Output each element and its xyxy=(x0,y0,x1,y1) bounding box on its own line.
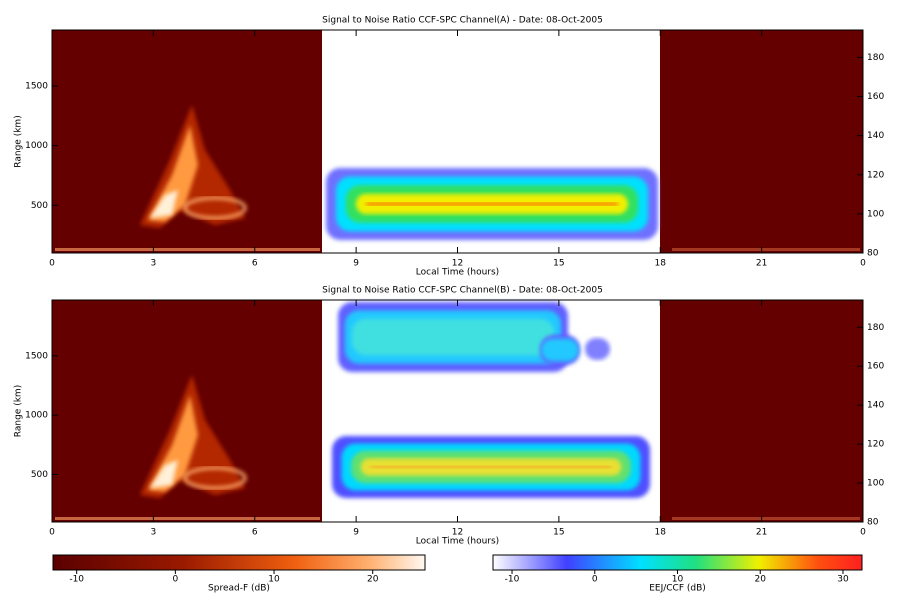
x-axis-label: Local Time (hours) xyxy=(416,268,499,278)
x-tick-label: 18 xyxy=(655,259,667,269)
eej-echo xyxy=(370,465,612,469)
y-tick-label: 1000 xyxy=(25,411,48,421)
colorbar-label: EEJ/CCF (dB) xyxy=(649,584,706,594)
colorbar-tick-label: 0 xyxy=(592,575,598,585)
x-tick-label: 0 xyxy=(860,259,866,269)
spread-f xyxy=(183,196,247,220)
colorbar-tick-label: 30 xyxy=(837,575,849,585)
x-tick-label: 3 xyxy=(151,528,157,538)
x-tick-label: 0 xyxy=(860,528,866,538)
x-tick-label: 9 xyxy=(353,528,359,538)
y2-tick-label: 100 xyxy=(867,209,884,219)
y2-tick-label: 180 xyxy=(867,323,884,333)
spread-f xyxy=(148,125,198,222)
panel-title: Signal to Noise Ratio CCF-SPC Channel(A)… xyxy=(322,16,603,26)
bottom-echo xyxy=(55,517,320,520)
x-tick-label: 0 xyxy=(49,259,55,269)
ccf-echo xyxy=(351,318,555,356)
y-axis-label: Range (km) xyxy=(14,385,24,437)
heatmap-night xyxy=(660,30,863,253)
bottom-echo xyxy=(672,517,860,520)
colorbar-tick-label: -10 xyxy=(69,575,84,585)
colorbar-label: Spread-F (dB) xyxy=(208,584,270,594)
y-tick-label: 1500 xyxy=(25,351,48,361)
x-axis-label: Local Time (hours) xyxy=(416,537,499,547)
ccf-echo xyxy=(585,338,610,360)
spread-f xyxy=(183,466,247,490)
x-tick-label: 6 xyxy=(252,528,258,538)
x-tick-label: 0 xyxy=(49,528,55,538)
y-tick-label: 500 xyxy=(31,470,48,480)
x-tick-label: 15 xyxy=(553,528,564,538)
x-tick-label: 12 xyxy=(452,259,463,269)
y2-tick-label: 120 xyxy=(867,440,884,450)
y-tick-label: 500 xyxy=(31,201,48,211)
y-axis-label: Range (km) xyxy=(14,115,24,167)
heatmap-night xyxy=(660,300,863,522)
x-tick-label: 21 xyxy=(756,528,767,538)
spread-f xyxy=(150,190,178,218)
eej-echo xyxy=(365,202,619,206)
spread-f xyxy=(148,395,198,492)
bottom-echo xyxy=(672,248,860,251)
y2-tick-label: 140 xyxy=(867,401,884,411)
y2-tick-label: 120 xyxy=(867,170,884,180)
x-tick-label: 21 xyxy=(756,259,767,269)
y-tick-label: 1500 xyxy=(25,82,48,92)
bottom-echo xyxy=(55,248,320,251)
spread-f xyxy=(150,460,178,488)
y-tick-label: 1000 xyxy=(25,141,48,151)
y2-tick-label: 140 xyxy=(867,131,884,141)
ccf-echo xyxy=(541,338,579,362)
colorbar-tick-label: 0 xyxy=(172,575,178,585)
y2-tick-label: 180 xyxy=(867,53,884,63)
colorbar xyxy=(492,554,863,571)
x-tick-label: 6 xyxy=(252,259,258,269)
x-tick-label: 3 xyxy=(151,259,157,269)
colorbar-tick-label: 10 xyxy=(672,575,684,585)
x-tick-label: 15 xyxy=(553,259,564,269)
x-tick-label: 9 xyxy=(353,259,359,269)
colorbar xyxy=(52,554,426,571)
y2-tick-label: 160 xyxy=(867,92,884,102)
colorbar-tick-label: 20 xyxy=(367,575,379,585)
colorbar-tick-label: -10 xyxy=(505,575,520,585)
y2-tick-label: 100 xyxy=(867,479,884,489)
x-tick-label: 18 xyxy=(655,528,667,538)
y2-tick-label: 80 xyxy=(867,249,879,259)
colorbar-tick-label: 20 xyxy=(755,575,767,585)
panel-title: Signal to Noise Ratio CCF-SPC Channel(B)… xyxy=(322,286,603,296)
y2-tick-label: 160 xyxy=(867,362,884,372)
colorbar-tick-label: 10 xyxy=(268,575,280,585)
x-tick-label: 12 xyxy=(452,528,463,538)
y2-tick-label: 80 xyxy=(867,518,879,528)
